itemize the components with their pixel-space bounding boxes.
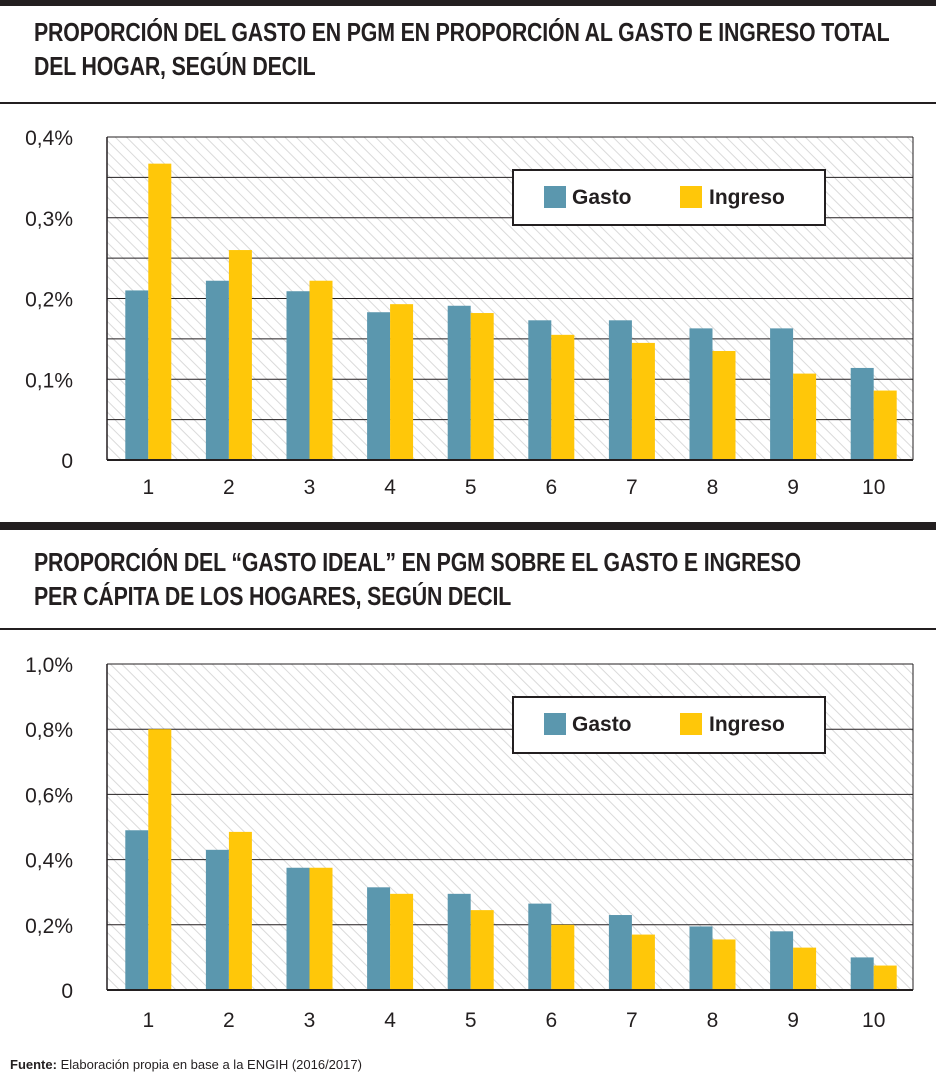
chart2-x-tick-label: 1	[142, 1009, 154, 1032]
chart2-x-tick-label: 3	[304, 1009, 316, 1032]
chart2-x-tick-label: 8	[707, 1009, 719, 1032]
chart1-legend-label-gasto: Gasto	[572, 186, 632, 209]
source-label: Fuente:	[10, 1057, 57, 1072]
chart2-legend-label-gasto: Gasto	[572, 713, 632, 736]
chart1-y-tick-label: 0,4%	[25, 127, 73, 150]
chart2-x-tick-label: 4	[384, 1009, 396, 1032]
chart1-x-tick-label: 4	[384, 476, 396, 499]
chart2-bar-ingreso	[228, 831, 252, 990]
chart2-bar-gasto	[367, 887, 391, 990]
chart1-x-tick-label: 7	[626, 476, 638, 499]
chart1-x-tick-label: 3	[304, 476, 316, 499]
chart2-y-tick-label: 0,4%	[25, 850, 73, 873]
chart1-bar-ingreso	[309, 280, 333, 460]
chart1-bar-gasto	[528, 320, 552, 460]
chart2-bar-ingreso	[148, 729, 172, 990]
chart1-bar-ingreso	[551, 334, 575, 460]
chart1-bar-gasto	[205, 280, 229, 460]
chart2-bar-ingreso	[712, 939, 736, 990]
chart2-x-tick-label: 5	[465, 1009, 477, 1032]
chart2-legend-label-ingreso: Ingreso	[709, 713, 785, 736]
chart2-x-tick-label: 7	[626, 1009, 638, 1032]
chart2-title-divider	[0, 628, 936, 630]
chart2-bar-ingreso	[551, 924, 575, 990]
chart2-bar-gasto	[447, 893, 471, 990]
chart1-bar-ingreso	[712, 350, 736, 460]
chart2-bar-ingreso	[470, 910, 494, 990]
chart1-title: PROPORCIÓN DEL GASTO EN PGM EN PROPORCIÓ…	[34, 15, 920, 83]
chart2-y-tick-label: 0,6%	[25, 784, 73, 807]
chart1-bar-ingreso	[148, 163, 172, 460]
chart1-bar-ingreso	[470, 313, 494, 460]
chart2-y-tick-label: 0	[61, 980, 73, 1003]
chart1-bar-gasto	[850, 367, 874, 460]
section-divider	[0, 522, 936, 530]
chart1-bar-gasto	[608, 320, 632, 460]
chart2-legend-swatch-gasto	[544, 713, 566, 735]
chart1-title-line1: PROPORCIÓN DEL GASTO EN PGM EN PROPORCIÓ…	[34, 17, 890, 47]
chart2-title-line2: PER CÁPITA DE LOS HOGARES, SEGÚN DECIL	[34, 581, 512, 611]
chart2-y-tick-label: 0,2%	[25, 915, 73, 938]
top-border	[0, 0, 936, 6]
chart2-bar-gasto	[205, 849, 229, 990]
chart1-bar-ingreso	[228, 250, 252, 460]
chart2-bar-gasto	[689, 926, 713, 990]
chart2-bar-gasto	[528, 903, 552, 990]
chart1-x-tick-label: 10	[862, 476, 885, 499]
chart1-bar-gasto	[286, 291, 310, 460]
chart1-x-tick-label: 6	[545, 476, 557, 499]
chart2-bar-gasto	[608, 915, 632, 990]
chart1-legend-swatch-ingreso	[680, 186, 702, 208]
source-text: Elaboración propia en base a la ENGIH (2…	[60, 1057, 362, 1072]
chart2-bar-gasto	[850, 957, 874, 990]
chart1-legend-swatch-gasto	[544, 186, 566, 208]
chart2-bar-gasto	[125, 830, 149, 990]
chart1-x-tick-label: 9	[787, 476, 799, 499]
chart2-legend-swatch-ingreso	[680, 713, 702, 735]
chart2-bar-gasto	[770, 931, 794, 990]
chart2-svg: 0 0,2% 0,4% 0,6% 0,8% 1,0% 1 2 3 4 5 6 7 8 9 10 Gasto Ing…	[25, 654, 914, 1032]
chart2-y-tick-label: 1,0%	[25, 654, 73, 677]
chart1-bar-gasto	[447, 305, 471, 460]
chart2-bar-ingreso	[309, 867, 333, 990]
chart2-x-tick-label: 10	[862, 1009, 885, 1032]
chart1-x-tick-label: 2	[223, 476, 235, 499]
chart1-y-tick-label: 0,3%	[25, 208, 73, 231]
chart1-bar-ingreso	[793, 373, 817, 460]
chart2-bar-ingreso	[873, 965, 897, 990]
chart2-bar-ingreso	[390, 893, 414, 990]
chart1-bar-gasto	[125, 290, 149, 460]
chart1-bar-gasto	[367, 312, 391, 460]
chart1-y-tick-label: 0,1%	[25, 369, 73, 392]
chart1-title-divider	[0, 102, 936, 104]
chart1-bar-ingreso	[631, 342, 655, 460]
chart1-legend-label-ingreso: Ingreso	[709, 186, 785, 209]
chart2-y-tick-label: 0,8%	[25, 719, 73, 742]
chart1-y-tick-label: 0,2%	[25, 289, 73, 312]
chart1-svg: 0 0,1% 0,2% 0,3% 0,4% 1 2 3 4 5 6 7 8 9 10 Gasto Ingreso	[25, 127, 914, 499]
chart2-x-tick-label: 9	[787, 1009, 799, 1032]
chart1-x-tick-label: 8	[707, 476, 719, 499]
chart1-bar-gasto	[689, 328, 713, 460]
chart2-x-tick-label: 2	[223, 1009, 235, 1032]
chart1-bar-gasto	[770, 328, 794, 460]
chart2-bar-ingreso	[631, 934, 655, 990]
chart1-y-tick-label: 0	[61, 450, 73, 473]
chart2-x-tick-label: 6	[545, 1009, 557, 1032]
chart2-bar-gasto	[286, 867, 310, 990]
chart2-title: PROPORCIÓN DEL “GASTO IDEAL” EN PGM SOBR…	[34, 545, 920, 613]
chart1-x-tick-label: 1	[142, 476, 154, 499]
chart2-bar-ingreso	[793, 947, 817, 990]
source-note: Fuente: Elaboración propia en base a la …	[10, 1057, 362, 1072]
chart1-bar-ingreso	[873, 390, 897, 460]
chart1-x-tick-label: 5	[465, 476, 477, 499]
chart1-bar-ingreso	[390, 304, 414, 460]
chart1: 0 0,1% 0,2% 0,3% 0,4% 1 2 3 4 5 6 7 8 9 10 Gasto Ingreso	[0, 0, 936, 520]
chart2-title-line1: PROPORCIÓN DEL “GASTO IDEAL” EN PGM SOBR…	[34, 547, 801, 577]
chart1-title-line2: DEL HOGAR, SEGÚN DECIL	[34, 51, 316, 81]
